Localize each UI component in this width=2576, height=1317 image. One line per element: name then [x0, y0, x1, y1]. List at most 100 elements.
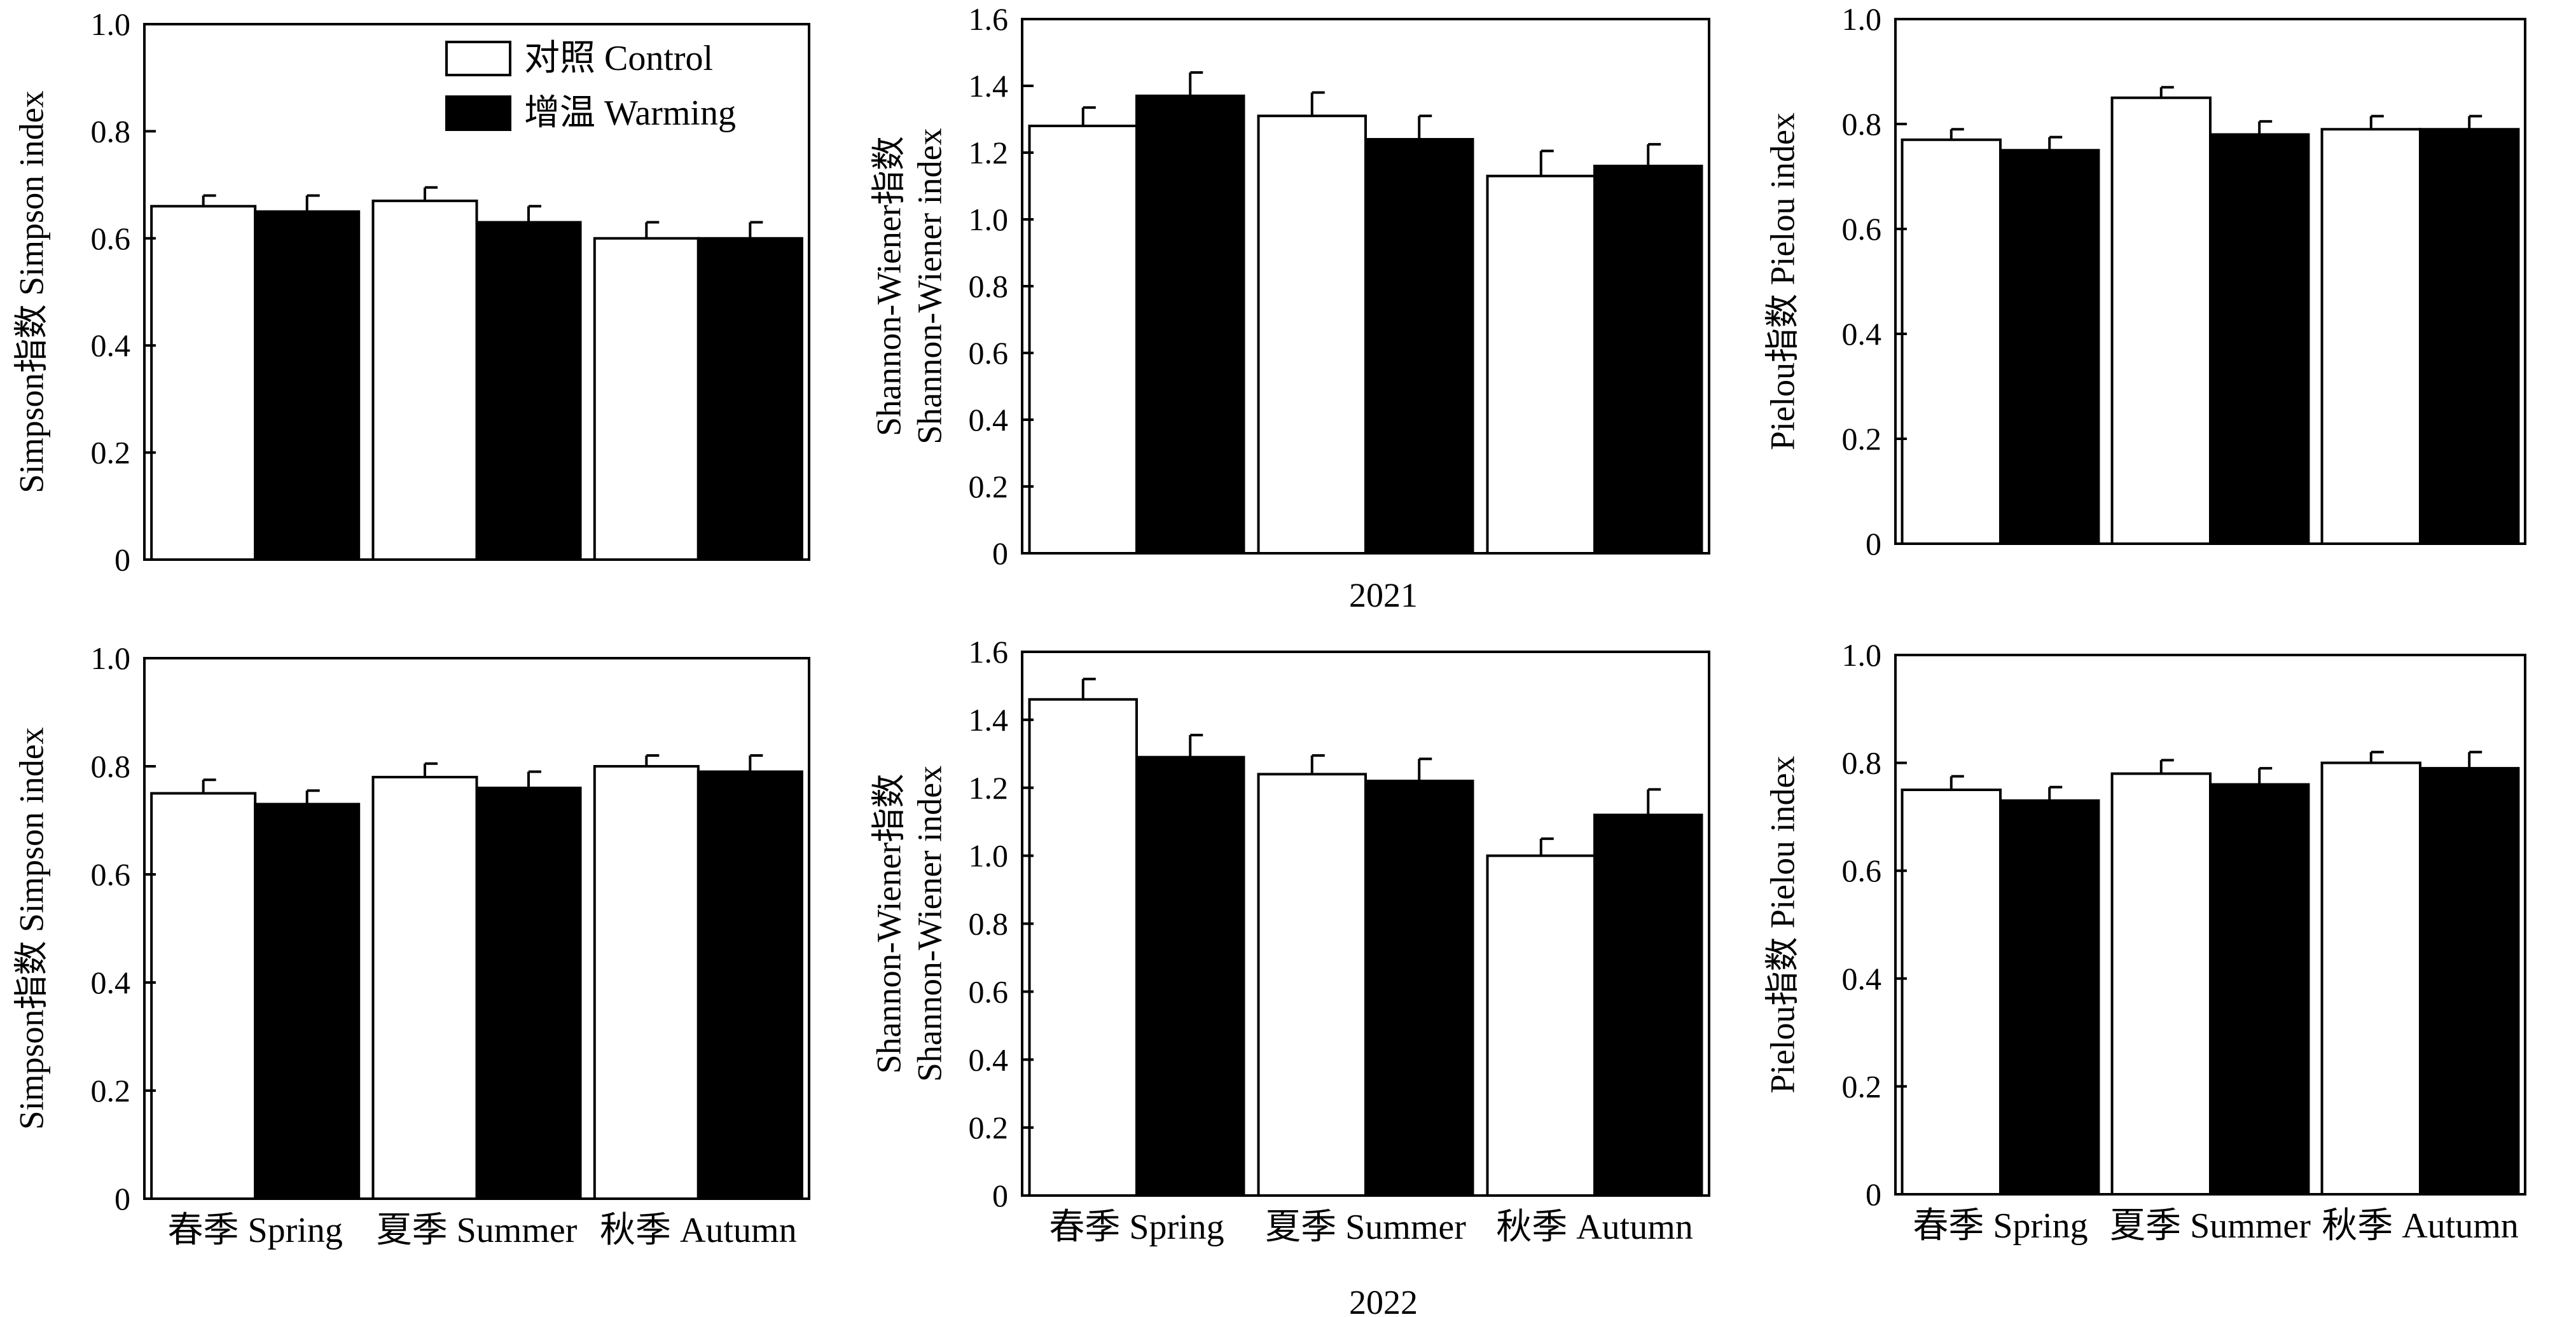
- x-category-label: 春季 Spring: [1049, 1208, 1224, 1247]
- panel-pielou-2022: 0 0.2 0.4 0.6 0.8 1.0 Pielou指数 Pielou index 春季 …: [1763, 637, 2526, 1246]
- y-tick-label: 1.6: [969, 1, 1009, 37]
- panel-simpson-2022: 0 0.2 0.4 0.6 0.8 1.0 Simpson指数 Simpson index 春…: [12, 640, 810, 1250]
- bar-warming: [2209, 133, 2310, 545]
- y-tick-label: 0: [992, 1178, 1008, 1213]
- panel-pielou-2021: 0 0.2 0.4 0.6 0.8 1.0 Pielou指数 Pielou index: [1763, 1, 2526, 562]
- y-tick-label: 0.2: [91, 435, 131, 471]
- y-tick-label: 0.6: [1842, 853, 1882, 888]
- y-tick-label: 1.6: [969, 634, 1009, 670]
- plot-frame: [1894, 18, 2526, 545]
- y-tick-label: 0.6: [91, 221, 131, 256]
- y-tick-label: 0.2: [1842, 1068, 1882, 1104]
- bar-control: [1486, 174, 1596, 555]
- y-tick-label: 0.6: [969, 335, 1009, 371]
- legend-swatch-warming: [445, 95, 511, 131]
- y-tick-label: 1.0: [91, 6, 131, 42]
- x-category-label: 夏季 Summer: [1265, 1208, 1466, 1247]
- x-category-label: 夏季 Summer: [2110, 1206, 2311, 1246]
- y-tick-label: 0.6: [1842, 211, 1882, 247]
- y-axis-label: Shannon-Wiener index: [910, 766, 948, 1082]
- y-tick-label: 0.4: [1842, 961, 1882, 996]
- y-tick-label: 1.0: [1842, 1, 1882, 37]
- y-tick-label: 0.2: [969, 1110, 1009, 1145]
- bar-control: [371, 776, 478, 1200]
- legend-swatch-control: [445, 41, 511, 76]
- y-tick-label: 0.4: [969, 402, 1009, 438]
- y-tick-label: 1.2: [969, 770, 1009, 806]
- y-tick-label: 0: [114, 1181, 130, 1217]
- bar-control: [1257, 773, 1368, 1197]
- bar-control: [593, 237, 700, 561]
- bar-control: [1901, 138, 2002, 545]
- y-axis-label: Simpson指数 Simpson index: [12, 90, 50, 493]
- panel-shannon-wiener-2021: 0 0.2 0.4 0.6 0.8 1.0 1.2 1.4 1.6 Shannon-Wiener指…: [869, 1, 1710, 571]
- y-tick-label: 1.0: [1842, 637, 1882, 673]
- x-category-label: 秋季 Autumn: [600, 1211, 797, 1250]
- bar-warming: [2419, 128, 2520, 545]
- bar-warming: [254, 210, 361, 561]
- x-category-label: 秋季 Autumn: [2322, 1206, 2519, 1246]
- y-tick-label: 0.8: [969, 268, 1009, 304]
- y-tick-label: 0: [1866, 1176, 1881, 1212]
- bar-warming: [1593, 165, 1703, 555]
- y-axis-label: Shannon-Wiener index: [910, 128, 948, 444]
- y-tick-label: 0.8: [1842, 745, 1882, 781]
- bar-warming: [1999, 149, 2100, 545]
- y-axis-label: Shannon-Wiener指数: [869, 774, 908, 1074]
- x-category-label: 春季 Spring: [1913, 1206, 2088, 1246]
- y-tick-label: 1.0: [969, 838, 1009, 874]
- y-axis-label: Simpson指数 Simpson index: [12, 727, 50, 1129]
- bar-control: [150, 205, 257, 561]
- bar-control: [150, 792, 257, 1200]
- y-tick-label: 0.6: [969, 974, 1009, 1009]
- bar-warming: [475, 787, 582, 1200]
- y-tick-label: 0.6: [91, 857, 131, 892]
- x-category-label: 春季 Spring: [167, 1211, 342, 1250]
- y-axis-label: Shannon-Wiener指数: [869, 136, 908, 436]
- y-tick-label: 0.8: [91, 748, 131, 784]
- y-tick-label: 0.8: [91, 113, 131, 149]
- y-tick-label: 0: [114, 542, 130, 577]
- plot-frame: [143, 23, 810, 561]
- bar-warming: [696, 237, 803, 561]
- panel-simpson-2021: 0 0.2 0.4 0.6 0.8 1.0 Simpson指数 Simpson index: [12, 6, 810, 577]
- y-tick-label: 0.4: [1842, 316, 1882, 352]
- bar-control: [371, 199, 478, 561]
- bar-warming: [1364, 138, 1474, 555]
- bar-warming: [1135, 94, 1245, 555]
- y-axis-label: Pielou指数 Pielou index: [1763, 756, 1801, 1094]
- y-tick-label: 0: [992, 535, 1008, 571]
- bar-control: [2110, 96, 2212, 545]
- y-tick-label: 1.0: [969, 202, 1009, 237]
- bar-control: [2110, 772, 2212, 1196]
- legend: 对照 Control 增温 Warming: [445, 39, 736, 133]
- bar-control: [1028, 125, 1139, 555]
- bar-warming: [2419, 767, 2520, 1196]
- y-tick-label: 1.4: [969, 68, 1009, 104]
- y-tick-label: 1.2: [969, 135, 1009, 170]
- bar-warming: [1593, 813, 1703, 1197]
- legend-label-control: 对照 Control: [524, 39, 713, 78]
- year-label-2021: 2021: [1349, 576, 1418, 614]
- bar-warming: [1364, 780, 1474, 1197]
- plot-frame: [143, 657, 810, 1200]
- bar-warming: [254, 803, 361, 1200]
- y-tick-label: 0.2: [91, 1073, 131, 1108]
- panel-shannon-wiener-2022: 0 0.2 0.4 0.6 0.8 1.0 1.2 1.4 1.6 Shannon-Wiener指…: [869, 634, 1710, 1247]
- y-axis-label: Pielou指数 Pielou index: [1763, 113, 1801, 450]
- y-tick-label: 0.4: [91, 328, 131, 363]
- bar-control: [2320, 128, 2422, 545]
- bar-warming: [475, 221, 582, 562]
- bar-control: [1901, 789, 2002, 1196]
- y-tick-label: 0.8: [1842, 106, 1882, 142]
- bar-control: [593, 765, 700, 1200]
- y-tick-label: 1.0: [91, 640, 131, 676]
- y-tick-label: 0.2: [969, 469, 1009, 504]
- year-label-2022: 2022: [1349, 1283, 1418, 1317]
- y-tick-label: 0.4: [969, 1042, 1009, 1077]
- bar-control: [1486, 854, 1596, 1197]
- bar-control: [1028, 698, 1139, 1197]
- legend-label-warming: 增温 Warming: [524, 93, 736, 133]
- bar-warming: [2209, 783, 2310, 1196]
